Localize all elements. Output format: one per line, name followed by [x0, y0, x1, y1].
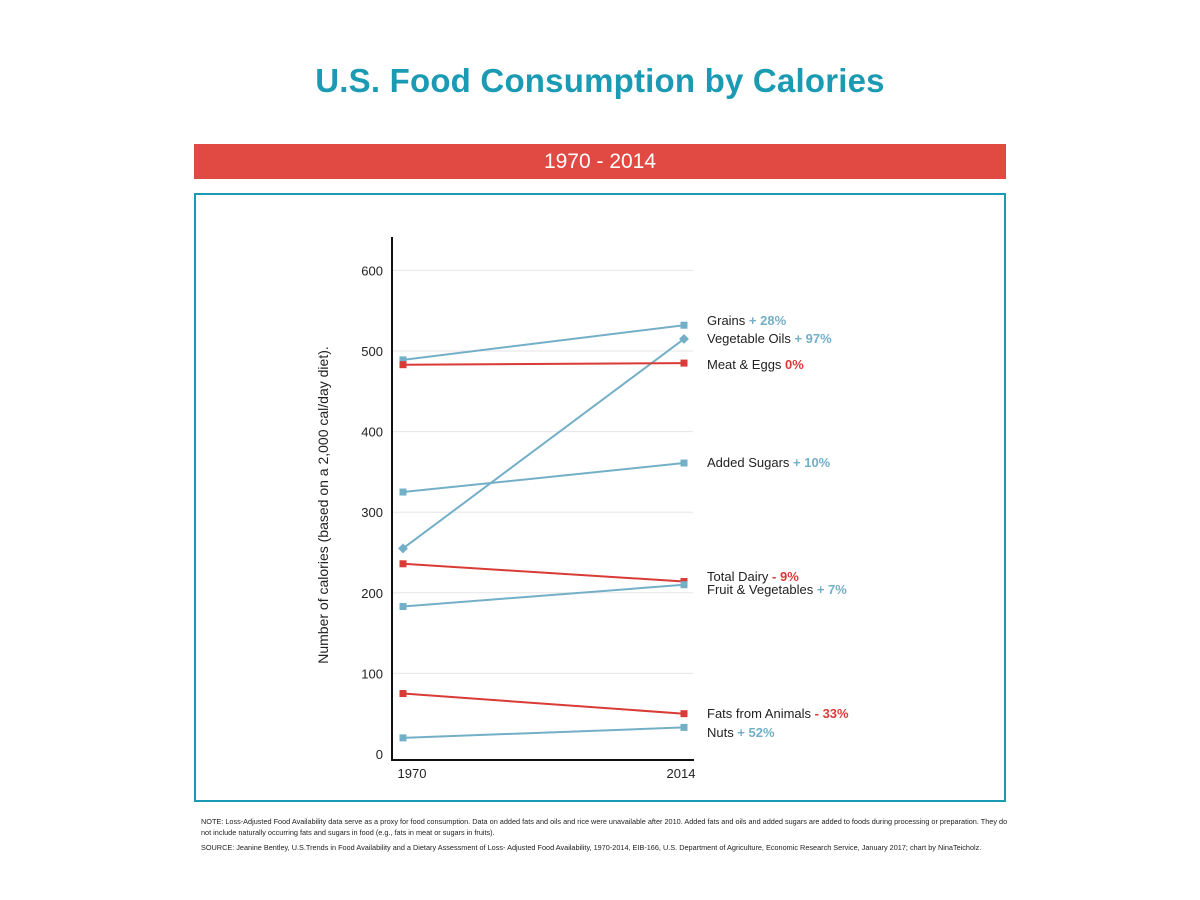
- y-tick-label: 500: [361, 344, 383, 359]
- y-tick-label: 100: [361, 666, 383, 681]
- axes: 0 100 200 300 400 500 600 1970 2014 Number of cal…: [315, 237, 695, 781]
- data-point: [399, 361, 407, 369]
- series-label-nuts: Nuts + 52%: [707, 725, 775, 740]
- y-tick-label: 200: [361, 586, 383, 601]
- series-line-vegetable-oils: [402, 338, 685, 550]
- series-change: + 52%: [737, 725, 775, 740]
- gridlines: [392, 269, 693, 674]
- data-point: [680, 359, 688, 367]
- y-axis-label: Number of calories (based on a 2,000 cal…: [315, 346, 331, 664]
- data-point: [399, 690, 407, 698]
- data-point: [680, 710, 688, 718]
- y-tick-label: 600: [361, 263, 383, 278]
- series-line-total-dairy: [402, 562, 685, 583]
- series-name: Grains: [707, 313, 749, 328]
- series-change: - 33%: [815, 706, 849, 721]
- data-point: [680, 321, 688, 329]
- series-label-meat-eggs: Meat & Eggs 0%: [707, 357, 804, 372]
- chart-frame: [194, 193, 1006, 802]
- series-line-fats-from-animals: [402, 692, 685, 715]
- data-point: [399, 734, 407, 742]
- data-point: [680, 459, 688, 467]
- series-name: Nuts: [707, 725, 737, 740]
- data-point: [680, 581, 688, 589]
- series-name: Fats from Animals: [707, 706, 815, 721]
- footnote: NOTE: Loss-Adjusted Food Availability da…: [201, 817, 1008, 837]
- series-name: Fruit & Vegetables: [707, 582, 817, 597]
- data-point: [399, 560, 407, 568]
- data-point: [399, 603, 407, 611]
- y-tick-label: 400: [361, 425, 383, 440]
- data-point: [399, 356, 407, 364]
- data-point: [680, 723, 688, 731]
- series-line-fruit-vegetables: [402, 583, 685, 608]
- series-name: Total Dairy: [707, 569, 772, 584]
- data-point: [679, 333, 689, 344]
- series-label-fruit-vegetables: Fruit & Vegetables + 7%: [707, 582, 847, 597]
- chart-title: U.S. Food Consumption by Calories: [315, 62, 885, 99]
- series-change: - 9%: [772, 569, 799, 584]
- series-label-total-dairy: Total Dairy - 9%: [707, 569, 799, 584]
- series-line-nuts: [402, 726, 685, 739]
- series-change: + 7%: [817, 582, 847, 597]
- series-label-vegetable-oils: Vegetable Oils + 97%: [707, 331, 832, 346]
- series-line-grains: [402, 324, 685, 361]
- source-note: SOURCE: Jeanine Bentley, U.S.Trends in F…: [201, 843, 982, 852]
- series-labels: Grains + 28% Vegetable Oils + 97% Meat & E…: [707, 313, 849, 740]
- y-tick-label: 300: [361, 505, 383, 520]
- series: [398, 321, 689, 742]
- series-name: Added Sugars: [707, 455, 793, 470]
- series-label-fats-from-animals: Fats from Animals - 33%: [707, 706, 849, 721]
- y-tick-label: 0: [376, 747, 383, 762]
- series-label-grains: Grains + 28%: [707, 313, 787, 328]
- year-range-banner: 1970 - 2014: [194, 144, 1006, 179]
- x-tick-label: 1970: [398, 766, 427, 781]
- series-label-added-sugars: Added Sugars + 10%: [707, 455, 831, 470]
- series-change: + 28%: [749, 313, 787, 328]
- series-change: + 10%: [793, 455, 831, 470]
- series-line-added-sugars: [402, 462, 685, 494]
- series-change: 0%: [785, 357, 804, 372]
- series-name: Vegetable Oils: [707, 331, 794, 346]
- series-change: + 97%: [794, 331, 832, 346]
- x-tick-label: 2014: [667, 766, 696, 781]
- data-point: [398, 543, 408, 554]
- series-line-meat-eggs: [402, 362, 685, 366]
- data-point: [399, 488, 407, 496]
- series-name: Meat & Eggs: [707, 357, 785, 372]
